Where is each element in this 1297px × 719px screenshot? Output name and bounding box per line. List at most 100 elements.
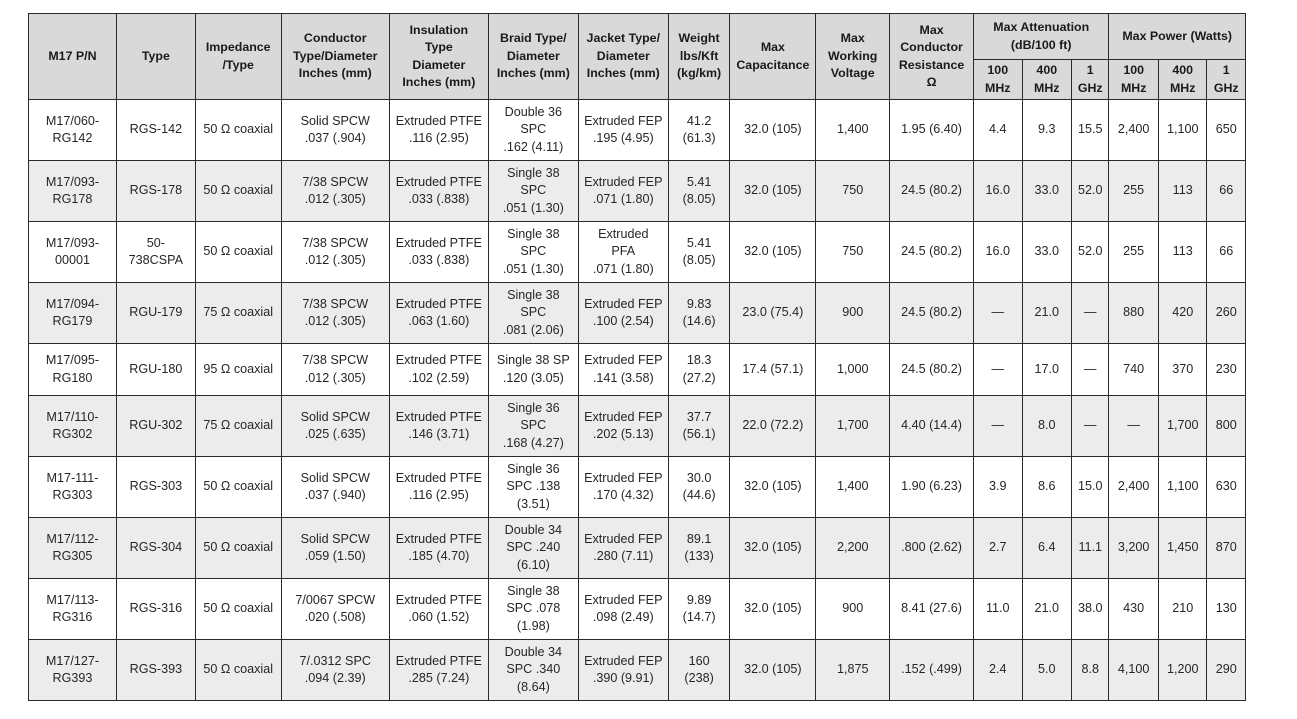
cell-impedance-line: 75 Ω coaxial xyxy=(203,305,274,320)
cell-resistance-line: .800 (2.62) xyxy=(901,540,963,555)
cable-spec-table: M17 P/N Type Impedance /Type Conductor T… xyxy=(28,13,1246,701)
cell-weight: 160 (238) xyxy=(667,639,731,701)
cell-power: 4,100 xyxy=(1108,639,1159,701)
cell-power: 1,100 xyxy=(1157,456,1208,518)
cell-weight: 5.41 (8.05) xyxy=(667,221,731,283)
cell-capacitance-line: 22.0 (72.2) xyxy=(742,418,804,433)
header-attenuation-freq-line: 100 xyxy=(987,63,1009,77)
cell-braid-line: SPC xyxy=(520,244,547,259)
cell-attenuation: 5.0 xyxy=(1021,639,1073,701)
cell-impedance-line: 75 Ω coaxial xyxy=(203,418,274,433)
cell-voltage-line: 750 xyxy=(842,183,864,198)
cell-resistance: .152 (.499) xyxy=(889,639,974,701)
table-row: M17/110- RG302 RGU-302 75 Ω coaxial Solid SP… xyxy=(28,395,1246,457)
cell-voltage: 1,400 xyxy=(815,99,891,161)
cell-capacitance: 32.0 (105) xyxy=(729,456,817,518)
table-row: M17/127- RG393 RGS-393 50 Ω coaxial 7/.0312 … xyxy=(28,639,1246,701)
header-attenuation-freq: 1 GHz xyxy=(1071,59,1110,100)
cell-insulation-line: .063 (1.60) xyxy=(408,314,470,328)
cell-insulation-line: Extruded PTFE xyxy=(395,113,482,128)
cell-insulation-line: Extruded PTFE xyxy=(395,592,482,607)
header-resistance-line: Max xyxy=(919,22,944,37)
cell-attenuation: 8.6 xyxy=(1021,456,1073,518)
cell-weight: 41.2 (61.3) xyxy=(667,99,731,161)
header-insulation-line: Diameter xyxy=(412,57,466,72)
cell-resistance-line: 24.5 (80.2) xyxy=(901,183,963,198)
header-resistance: Max Conductor Resistance Ω xyxy=(889,13,974,100)
header-pn: M17 P/N xyxy=(28,13,117,100)
cell-pn-line: RG178 xyxy=(52,192,93,206)
cell-resistance: 8.41 (27.6) xyxy=(889,578,974,640)
cell-pn-line: M17/095- xyxy=(45,353,100,368)
header-attenuation-freq-line: GHz xyxy=(1077,80,1103,95)
cell-impedance: 75 Ω coaxial xyxy=(194,282,282,344)
cell-insulation-line: .185 (4.70) xyxy=(408,549,470,563)
cell-insulation-line: Extruded PTFE xyxy=(395,235,482,250)
cell-braid: Double 36 SPC .162 (4.11) xyxy=(487,99,579,161)
cell-power: 650 xyxy=(1206,99,1246,161)
header-insulation: Insulation Type Diameter Inches (mm) xyxy=(388,13,489,100)
cell-power: 3,200 xyxy=(1108,517,1159,579)
cell-impedance-line: 50 Ω coaxial xyxy=(203,183,274,198)
header-conductor-line: Inches (mm) xyxy=(298,66,372,81)
cell-voltage-line: 1,400 xyxy=(836,122,869,137)
header-braid-line: Inches (mm) xyxy=(496,66,570,81)
cell-type-line: RGS-142 xyxy=(129,122,183,137)
cell-insulation: Extruded PTFE .285 (7.24) xyxy=(388,639,489,701)
cell-weight-line: 37.7 xyxy=(686,409,712,424)
cell-pn-line: M17/127- xyxy=(45,653,100,668)
cell-jacket: Extruded FEP .141 (3.58) xyxy=(577,343,669,396)
cell-resistance: 1.90 (6.23) xyxy=(889,456,974,518)
cell-resistance-line: 1.95 (6.40) xyxy=(901,122,963,137)
cell-jacket-line: Extruded FEP xyxy=(584,174,663,189)
header-power-freq-line: MHz xyxy=(1169,80,1196,95)
cell-insulation-line: Extruded PTFE xyxy=(395,174,482,189)
header-weight-line: (kg/km) xyxy=(677,66,722,81)
cell-impedance-line: 50 Ω coaxial xyxy=(203,662,274,677)
cell-jacket-line: .100 (2.54) xyxy=(592,314,654,328)
cell-conductor-line: .012 (.305) xyxy=(304,314,366,328)
cell-weight-line: (14.6) xyxy=(682,314,716,328)
cell-resistance-line: .152 (.499) xyxy=(901,662,963,677)
cell-attenuation: 6.4 xyxy=(1021,517,1073,579)
header-jacket-line: Inches (mm) xyxy=(586,66,660,81)
header-power-freq-line: 400 xyxy=(1172,63,1194,77)
cell-type-line: 50- xyxy=(146,235,165,250)
cell-jacket-line: .202 (5.13) xyxy=(592,427,654,441)
cell-braid: Single 38 SPC .081 (2.06) xyxy=(487,282,579,344)
cell-type-line: RGS-393 xyxy=(129,662,183,677)
cell-capacitance: 32.0 (105) xyxy=(729,517,817,579)
cell-resistance: 1.95 (6.40) xyxy=(889,99,974,161)
cell-conductor: 7/38 SPCW .012 (.305) xyxy=(280,160,390,222)
cell-voltage: 900 xyxy=(815,282,891,344)
cell-type: 50- 738CSPA xyxy=(115,221,196,283)
cell-conductor-line: .094 (2.39) xyxy=(304,671,366,685)
cell-braid-line: Double 34 xyxy=(504,644,563,659)
cell-type-line: RGS-178 xyxy=(129,183,183,198)
cell-weight-line: (8.05) xyxy=(682,253,716,267)
cell-braid-line: SPC .340 xyxy=(506,662,561,677)
cell-braid-line: Double 34 xyxy=(504,522,563,537)
cell-insulation-line: .033 (.838) xyxy=(408,253,470,267)
header-insulation-line: Type xyxy=(424,40,453,54)
cell-jacket: Extruded FEP .202 (5.13) xyxy=(577,395,669,457)
header-jacket: Jacket Type/ Diameter Inches (mm) xyxy=(577,13,669,100)
cell-braid-line: (6.10) xyxy=(516,557,550,572)
cell-braid-line: Single 38 xyxy=(507,287,560,302)
header-attenuation-freq-line: 400 xyxy=(1036,63,1058,77)
cell-capacitance-line: 32.0 (105) xyxy=(744,122,802,137)
cell-weight-line: (56.1) xyxy=(682,427,716,441)
header-voltage-line: Voltage xyxy=(830,66,875,81)
table-row: M17/112- RG305 RGS-304 50 Ω coaxial Solid SP… xyxy=(28,517,1246,579)
cell-power: 800 xyxy=(1206,395,1246,457)
header-attenuation-freq: 400 MHz xyxy=(1021,59,1073,100)
cell-attenuation: — xyxy=(1071,282,1110,344)
cell-type: RGS-393 xyxy=(115,639,196,701)
cell-pn-line: RG142 xyxy=(52,131,93,145)
cell-braid-line: Single 38 xyxy=(507,165,560,180)
cell-insulation-line: Extruded PTFE xyxy=(395,470,482,485)
cell-braid-line: SPC .078 xyxy=(506,601,561,616)
cell-jacket-line: .071 (1.80) xyxy=(592,261,654,276)
header-impedance: Impedance /Type xyxy=(194,13,282,100)
cell-pn-line: RG303 xyxy=(52,488,93,502)
